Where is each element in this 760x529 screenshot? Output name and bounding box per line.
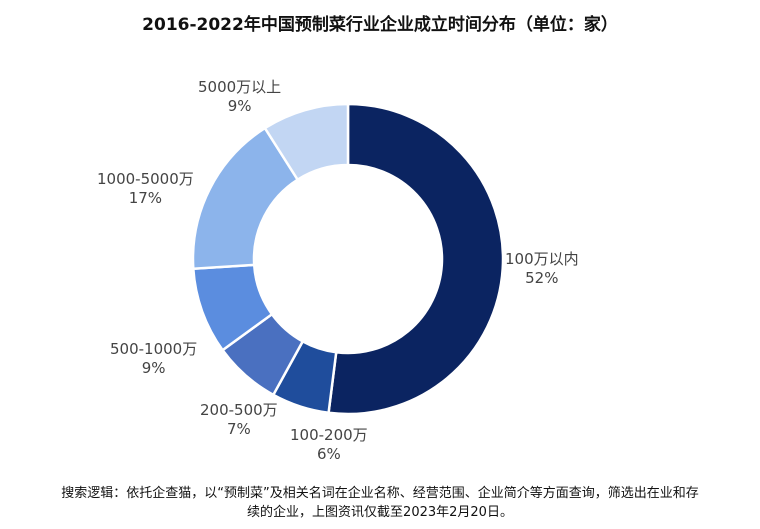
footer-line-1: 搜索逻辑：依托企查猫，以“预制菜”及相关名词在企业名称、经营范围、企业简介等方面…	[61, 486, 699, 501]
label-4: 1000-5000万 17%	[97, 170, 194, 208]
label-1-value: 6%	[316, 445, 341, 463]
label-4-value: 17%	[128, 189, 163, 207]
label-5: 5000万以上 9%	[198, 78, 281, 116]
chart-title: 2016-2022年中国预制菜行业企业成立时间分布（单位：家）	[142, 15, 618, 35]
label-2-value: 7%	[226, 420, 251, 438]
label-1-category: 100-200万	[290, 426, 368, 444]
label-1: 100-200万 6%	[290, 426, 368, 464]
footer-note: 搜索逻辑：依托企查猫，以“预制菜”及相关名词在企业名称、经营范围、企业简介等方面…	[0, 484, 760, 522]
label-0-value: 52%	[525, 269, 559, 287]
label-3-category: 500-1000万	[110, 340, 198, 358]
donut-slice-5	[263, 102, 350, 182]
footer-line-2: 续的企业，上图资讯仅截至2023年2月20日。	[247, 505, 513, 520]
label-0-category: 100万以内	[505, 250, 579, 268]
label-0: 100万以内 52%	[505, 250, 579, 288]
label-4-category: 1000-5000万	[97, 170, 194, 188]
label-3: 500-1000万 9%	[110, 340, 197, 378]
label-5-category: 5000万以上	[198, 78, 282, 96]
label-5-value: 9%	[227, 97, 252, 115]
label-2-category: 200-500万	[200, 401, 278, 419]
label-2: 200-500万 7%	[200, 401, 278, 439]
label-3-value: 9%	[141, 359, 166, 377]
donut-slice-0	[327, 102, 505, 416]
